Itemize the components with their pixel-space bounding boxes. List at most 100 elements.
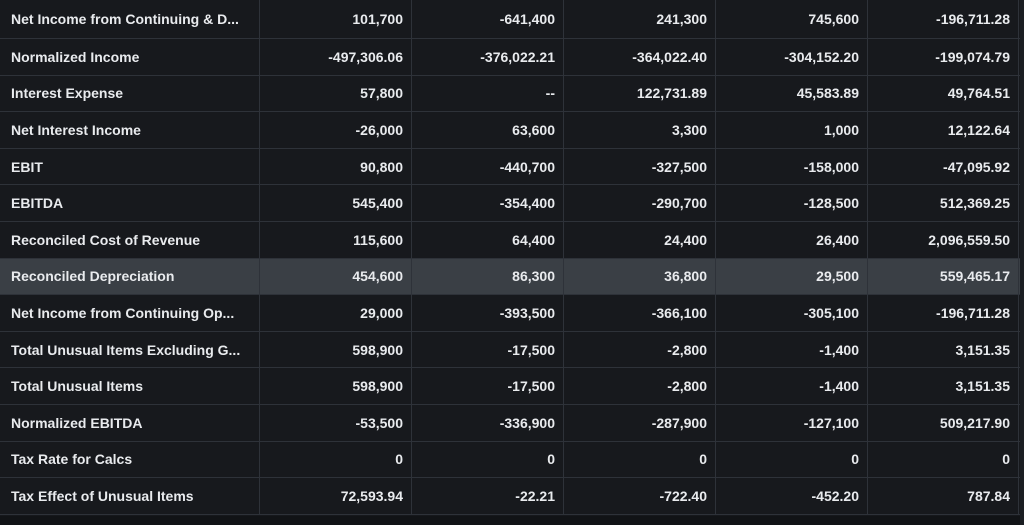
value-cell: 24,400 [564,221,716,258]
value-cell: -364,022.40 [564,39,716,75]
value-cell: 12,122.64 [868,112,1019,148]
value-cell: 36,800 [564,258,716,295]
value-cell: 3,300 [564,112,716,148]
table-row[interactable]: Reconciled Depreciation 454,600 86,300 36,8… [0,258,1020,296]
value-cell: -17,500 [412,368,564,404]
value-cell: -376,022.21 [412,39,564,75]
value-cell: 2,096,559.50 [868,221,1019,258]
value-cell: 598,900 [260,368,412,404]
value-cell: 86,300 [412,258,564,295]
row-label: Reconciled Depreciation [0,258,260,295]
row-label: EBIT [0,148,260,185]
value-cell: -366,100 [564,295,716,331]
value-cell: 122,731.89 [564,75,716,112]
value-cell: 45,583.89 [716,75,868,112]
table-row[interactable]: Net Interest Income -26,000 63,600 3,300 1,0… [0,112,1020,149]
row-label: Net Income from Continuing & D... [0,0,260,38]
value-cell: 509,217.90 [868,404,1019,441]
value-cell: 745,600 [716,0,868,38]
value-cell: 0 [260,441,412,478]
table-row[interactable]: Tax Rate for Calcs 0 0 0 0 0 [0,441,1020,479]
value-cell: 598,900 [260,331,412,368]
value-cell: -304,152.20 [716,39,868,75]
row-label: EBITDA [0,185,260,221]
table-row[interactable]: Normalized EBITDA -53,500 -336,900 -287,900… [0,404,1020,442]
value-cell: -127,100 [716,404,868,441]
value-cell: 57,800 [260,75,412,112]
value-cell: 0 [412,441,564,478]
value-cell: -- [412,75,564,112]
row-label: Reconciled Cost of Revenue [0,221,260,258]
value-cell: 1,000 [716,112,868,148]
table-row[interactable]: Tax Effect of Unusual Items 72,593.94 -22.… [0,478,1020,515]
row-label: Net Income from Continuing Op... [0,295,260,331]
value-cell: 90,800 [260,148,412,185]
row-label: Total Unusual Items Excluding G... [0,331,260,368]
value-cell: -199,074.79 [868,39,1019,75]
value-cell: -641,400 [412,0,564,38]
value-cell: -1,400 [716,331,868,368]
value-cell: -128,500 [716,185,868,221]
value-cell: -722.40 [564,478,716,514]
value-cell: -158,000 [716,148,868,185]
value-cell: -290,700 [564,185,716,221]
value-cell: -196,711.28 [868,0,1019,38]
row-label: Normalized EBITDA [0,404,260,441]
value-cell: -452.20 [716,478,868,514]
table-row[interactable]: EBIT 90,800 -440,700 -327,500 -158,000 -47,09… [0,148,1020,186]
value-cell: -17,500 [412,331,564,368]
value-cell: -327,500 [564,148,716,185]
value-cell: -22.21 [412,478,564,514]
vertical-scrollbar[interactable] [1020,0,1024,525]
value-cell: 63,600 [412,112,564,148]
value-cell: 29,000 [260,295,412,331]
table-row[interactable]: Net Income from Continuing & D... 101,700… [0,0,1020,39]
financials-table: Net Income from Continuing & D... 101,700… [0,0,1020,515]
value-cell: 64,400 [412,221,564,258]
value-cell: 115,600 [260,221,412,258]
value-cell: 0 [564,441,716,478]
value-cell: 101,700 [260,0,412,38]
table-row[interactable]: Total Unusual Items Excluding G... 598,90… [0,331,1020,369]
table-row[interactable]: Net Income from Continuing Op... 29,000 -3… [0,295,1020,332]
value-cell: -305,100 [716,295,868,331]
row-label: Total Unusual Items [0,368,260,404]
row-label: Interest Expense [0,75,260,112]
value-cell: -53,500 [260,404,412,441]
value-cell: -2,800 [564,331,716,368]
value-cell: 545,400 [260,185,412,221]
value-cell: -354,400 [412,185,564,221]
table-row[interactable]: Total Unusual Items 598,900 -17,500 -2,800-… [0,368,1020,405]
value-cell: 454,600 [260,258,412,295]
row-label: Tax Effect of Unusual Items [0,478,260,514]
value-cell: -497,306.06 [260,39,412,75]
value-cell: 559,465.17 [868,258,1019,295]
table-row[interactable]: Reconciled Cost of Revenue 115,600 64,400 2… [0,221,1020,259]
value-cell: -1,400 [716,368,868,404]
table-row[interactable]: Normalized Income -497,306.06 -376,022.21-… [0,39,1020,76]
value-cell: 3,151.35 [868,331,1019,368]
value-cell: 29,500 [716,258,868,295]
value-cell: -336,900 [412,404,564,441]
table-row[interactable]: Interest Expense 57,800 -- 122,731.89 45,583… [0,75,1020,113]
value-cell: -26,000 [260,112,412,148]
table-row[interactable]: EBITDA 545,400 -354,400 -290,700 -128,500 512… [0,185,1020,222]
value-cell: 49,764.51 [868,75,1019,112]
value-cell: -440,700 [412,148,564,185]
value-cell: 72,593.94 [260,478,412,514]
row-label: Tax Rate for Calcs [0,441,260,478]
value-cell: 0 [716,441,868,478]
value-cell: 787.84 [868,478,1019,514]
bottom-bar [0,516,1024,525]
value-cell: 26,400 [716,221,868,258]
value-cell: -196,711.28 [868,295,1019,331]
value-cell: -47,095.92 [868,148,1019,185]
value-cell: 241,300 [564,0,716,38]
value-cell: -287,900 [564,404,716,441]
value-cell: -2,800 [564,368,716,404]
value-cell: 3,151.35 [868,368,1019,404]
value-cell: -393,500 [412,295,564,331]
value-cell: 0 [868,441,1019,478]
value-cell: 512,369.25 [868,185,1019,221]
row-label: Normalized Income [0,39,260,75]
